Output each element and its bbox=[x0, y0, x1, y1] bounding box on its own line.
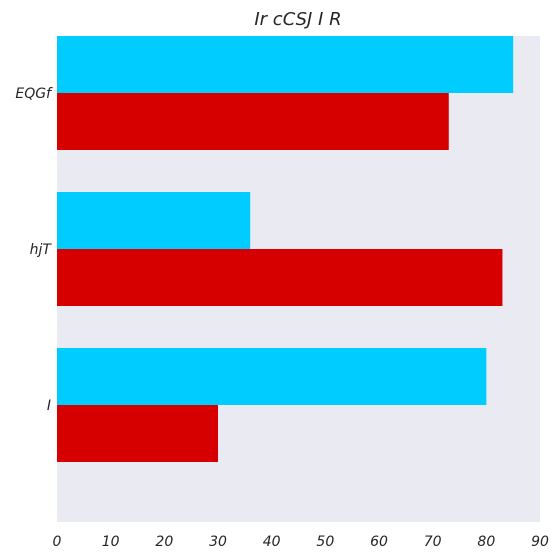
bar-I-series-2 bbox=[57, 405, 218, 462]
x-tick-label: 80 bbox=[477, 534, 495, 550]
y-tick-labels: EQGf hjT I bbox=[15, 86, 53, 414]
x-tick-label: 70 bbox=[424, 534, 442, 550]
bar-EQGf-series-1 bbox=[57, 36, 513, 93]
x-tick-labels: 0 10 20 30 40 50 60 70 80 90 bbox=[53, 534, 549, 550]
x-tick-label: 90 bbox=[531, 534, 549, 550]
x-tick-label: 0 bbox=[53, 534, 62, 550]
bars-group bbox=[57, 36, 513, 462]
bar-I-series-1 bbox=[57, 348, 486, 405]
bar-hjT-series-2 bbox=[57, 249, 502, 306]
x-tick-label: 50 bbox=[316, 534, 334, 550]
y-tick-label: hjT bbox=[30, 242, 53, 258]
x-tick-label: 30 bbox=[209, 534, 227, 550]
y-tick-label: I bbox=[47, 398, 51, 414]
bar-EQGf-series-2 bbox=[57, 93, 449, 150]
bar-hjT-series-1 bbox=[57, 192, 250, 249]
x-tick-label: 60 bbox=[370, 534, 388, 550]
chart-title: Ir cCSJ I R bbox=[254, 9, 341, 30]
x-tick-label: 40 bbox=[263, 534, 281, 550]
x-tick-label: 20 bbox=[155, 534, 173, 550]
y-tick-label: EQGf bbox=[15, 86, 53, 102]
x-tick-label: 10 bbox=[102, 534, 120, 550]
